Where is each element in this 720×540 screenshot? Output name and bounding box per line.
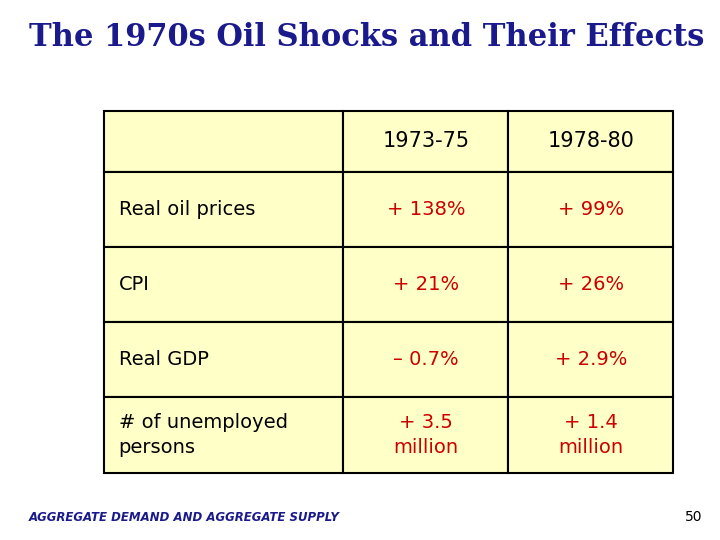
Text: # of unemployed
persons: # of unemployed persons <box>119 413 287 457</box>
Text: Real GDP: Real GDP <box>119 350 209 369</box>
Text: 50: 50 <box>685 510 702 524</box>
Bar <box>343 172 508 247</box>
Text: + 1.4
million: + 1.4 million <box>558 413 624 457</box>
Bar <box>508 397 673 472</box>
Text: 1978-80: 1978-80 <box>547 131 634 151</box>
Text: Real oil prices: Real oil prices <box>119 200 255 219</box>
Bar <box>508 322 673 397</box>
Text: + 99%: + 99% <box>558 200 624 219</box>
Bar <box>104 247 343 322</box>
Bar <box>343 111 508 172</box>
Bar <box>508 111 673 172</box>
Bar <box>104 111 343 172</box>
Bar <box>508 172 673 247</box>
Text: + 26%: + 26% <box>558 275 624 294</box>
Bar <box>508 247 673 322</box>
Text: CPI: CPI <box>119 275 150 294</box>
Text: + 2.9%: + 2.9% <box>554 350 627 369</box>
Text: + 21%: + 21% <box>392 275 459 294</box>
Text: + 3.5
million: + 3.5 million <box>393 413 459 457</box>
Text: + 138%: + 138% <box>387 200 465 219</box>
Bar <box>343 247 508 322</box>
Bar <box>104 322 343 397</box>
Text: – 0.7%: – 0.7% <box>393 350 459 369</box>
Bar <box>104 397 343 472</box>
Bar <box>343 322 508 397</box>
Text: The 1970s Oil Shocks and Their Effects: The 1970s Oil Shocks and Their Effects <box>29 22 704 52</box>
Bar <box>343 397 508 472</box>
Text: 1973-75: 1973-75 <box>382 131 469 151</box>
Text: AGGREGATE DEMAND AND AGGREGATE SUPPLY: AGGREGATE DEMAND AND AGGREGATE SUPPLY <box>29 511 340 524</box>
Bar <box>104 172 343 247</box>
